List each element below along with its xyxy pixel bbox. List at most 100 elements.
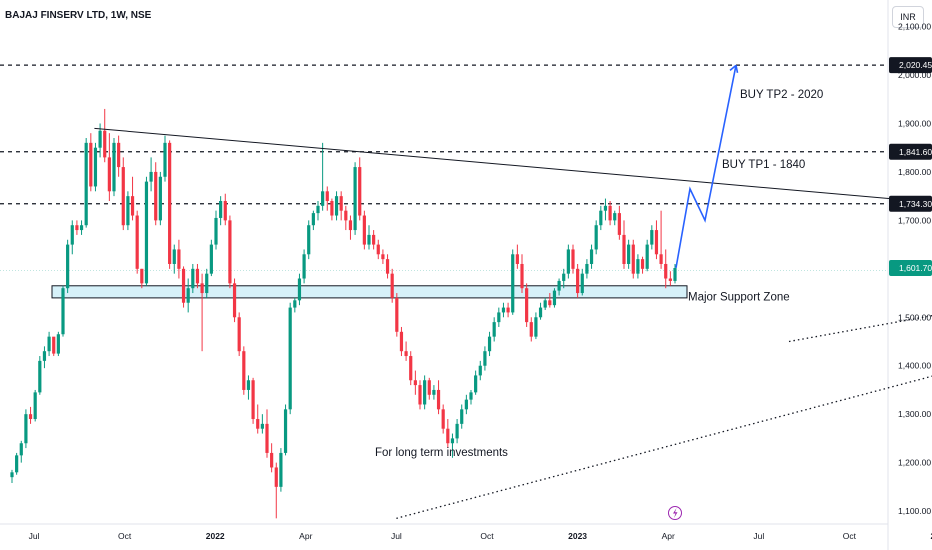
- candle: [288, 302, 292, 415]
- candle-body: [251, 380, 255, 420]
- candle-body: [557, 280, 561, 291]
- candle: [511, 249, 515, 315]
- candle: [627, 239, 631, 269]
- candle-body: [15, 455, 19, 473]
- candle: [28, 406, 33, 424]
- candle: [659, 210, 663, 269]
- candle: [158, 171, 162, 226]
- candle: [525, 283, 529, 327]
- candle: [580, 268, 584, 296]
- time-axis[interactable]: JulOct2022AprJulOct2023AprJulOct2024AprJ…: [29, 531, 932, 541]
- annotation-buy-tp2: BUY TP2 - 2020: [740, 89, 823, 101]
- level-price-label: 1,841.60: [899, 147, 932, 157]
- candle: [214, 210, 218, 250]
- candle-body: [413, 380, 417, 386]
- candle-body: [404, 351, 408, 357]
- candle: [265, 409, 269, 458]
- candle: [316, 200, 320, 221]
- candle: [469, 389, 473, 405]
- candle-body: [492, 322, 496, 337]
- candle-body: [594, 225, 598, 250]
- candle: [66, 239, 70, 294]
- candle-body: [640, 259, 645, 269]
- candle-body: [163, 142, 167, 177]
- candle: [47, 331, 51, 357]
- candle: [117, 135, 121, 177]
- time-tick-label: 2024: [931, 531, 932, 541]
- candle-body: [214, 217, 218, 245]
- candle: [172, 244, 176, 274]
- candle-body: [75, 225, 79, 231]
- candle: [246, 375, 251, 400]
- candle: [534, 312, 538, 340]
- candle: [33, 389, 37, 422]
- candle-body: [84, 142, 88, 226]
- candle: [130, 176, 135, 221]
- candle-body: [390, 273, 394, 298]
- price-tick-label: 1,700.00: [898, 215, 931, 225]
- candle: [293, 297, 297, 313]
- candle: [38, 356, 42, 395]
- candle-body: [121, 167, 125, 226]
- candle: [251, 377, 255, 424]
- candle: [325, 186, 329, 211]
- candle: [302, 249, 306, 284]
- earnings-event-icon[interactable]: [668, 506, 682, 520]
- candle: [75, 220, 79, 235]
- candle-body: [144, 181, 149, 284]
- candle-body: [668, 278, 672, 281]
- candle-body: [274, 467, 278, 487]
- projection-arrowhead: [729, 64, 739, 73]
- candle: [385, 254, 390, 279]
- candle-body: [195, 268, 200, 284]
- candle-body: [79, 225, 84, 231]
- price-tick-label: 1,900.00: [898, 118, 931, 128]
- candle-body: [538, 307, 543, 318]
- candle: [501, 302, 506, 318]
- candle: [353, 162, 357, 235]
- candle: [339, 191, 343, 221]
- candle: [163, 135, 167, 182]
- currency-selector[interactable]: INR: [892, 6, 924, 28]
- candle-body: [330, 200, 334, 216]
- price-axis[interactable]: 2,200.002,100.002,000.001,900.001,800.00…: [889, 0, 932, 550]
- candle-body: [42, 351, 47, 361]
- candle-body: [246, 380, 251, 390]
- candle: [107, 133, 111, 201]
- candle: [52, 336, 56, 357]
- candle: [367, 225, 371, 250]
- chart-title: BAJAJ FINSERV LTD, 1W, NSE: [5, 10, 152, 21]
- candle-body: [149, 171, 153, 182]
- candle-body: [28, 414, 33, 420]
- candle: [321, 142, 325, 211]
- candle: [413, 370, 417, 395]
- candle-body: [423, 380, 427, 405]
- candle: [543, 297, 547, 311]
- time-tick-label: Oct: [118, 531, 132, 541]
- candle-body: [66, 244, 70, 289]
- candle-body: [339, 196, 343, 211]
- candle-body: [418, 385, 422, 405]
- candle-body: [232, 283, 237, 318]
- trendline-long-term-support: [396, 375, 932, 519]
- candle: [297, 273, 302, 306]
- candle: [42, 346, 47, 369]
- candle-body: [548, 300, 552, 306]
- candle-body: [260, 423, 264, 429]
- candle-body: [191, 268, 195, 289]
- candle: [390, 268, 394, 303]
- candle: [223, 193, 227, 226]
- candle-body: [316, 205, 320, 214]
- level-price-label: 2,020.45: [899, 60, 932, 70]
- candle-body: [33, 392, 37, 420]
- candle: [372, 230, 376, 250]
- candle: [344, 205, 348, 231]
- candle: [423, 375, 427, 410]
- trendline-resistance: [94, 127, 932, 203]
- candle: [70, 220, 74, 255]
- candle-body: [589, 249, 594, 264]
- candle: [330, 198, 334, 221]
- candle-body: [279, 452, 283, 487]
- candle: [279, 448, 283, 492]
